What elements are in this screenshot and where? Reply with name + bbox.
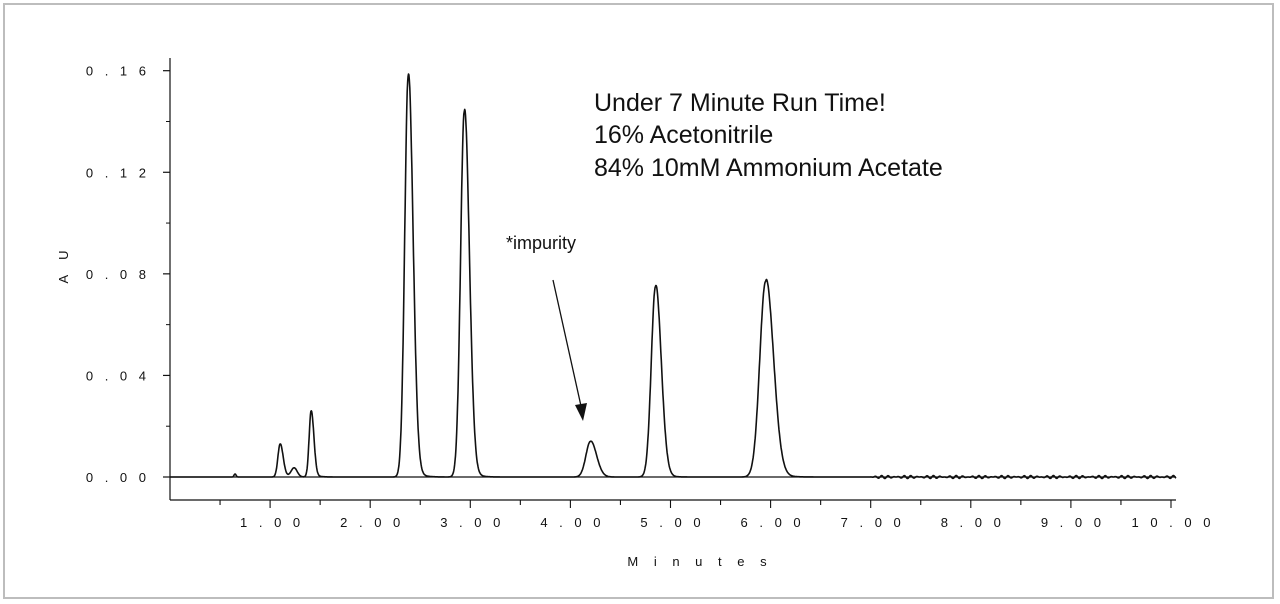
ammonium-acetate-note: 84% 10mM Ammonium Acetate <box>594 154 943 182</box>
y-tick-label: 0 . 1 6 <box>86 64 150 79</box>
y-tick-label: 0 . 1 2 <box>86 165 150 180</box>
x-tick-label: 1 . 0 0 <box>240 515 304 530</box>
run-time-note: Under 7 Minute Run Time! <box>594 89 886 117</box>
x-tick-label: 8 . 0 0 <box>941 515 1005 530</box>
x-tick-label: 6 . 0 0 <box>741 515 805 530</box>
y-ticks: 0 . 0 0 0 . 0 4 0 . 0 8 0 . 1 2 0 . 1 6 <box>86 64 170 485</box>
x-tick-label: 5 . 0 0 <box>640 515 704 530</box>
impurity-arrow-line <box>552 279 582 407</box>
acetonitrile-note: 16% Acetonitrile <box>594 121 773 149</box>
chromatogram-trace <box>169 73 1177 480</box>
x-tick-label: 2 . 0 0 <box>340 515 404 530</box>
x-axis-title: M i n u t e s <box>627 554 772 569</box>
y-axis-title: A U <box>56 245 71 284</box>
x-tick-label: 9 . 0 0 <box>1041 515 1105 530</box>
y-tick-label: 0 . 0 8 <box>86 267 150 282</box>
impurity-arrow-head <box>575 403 587 421</box>
impurity-label: *impurity <box>506 233 576 253</box>
x-tick-label: 4 . 0 0 <box>540 515 604 530</box>
y-tick-label: 0 . 0 4 <box>86 368 150 383</box>
x-tick-label: 1 0 . 0 0 <box>1132 515 1215 530</box>
x-tick-label: 7 . 0 0 <box>841 515 905 530</box>
y-tick-label: 0 . 0 0 <box>86 470 150 485</box>
x-tick-label: 3 . 0 0 <box>440 515 504 530</box>
x-ticks: 1 . 0 0 2 . 0 0 3 . 0 0 4 . 0 0 5 . 0 0 6 . 0… <box>219 500 1215 530</box>
